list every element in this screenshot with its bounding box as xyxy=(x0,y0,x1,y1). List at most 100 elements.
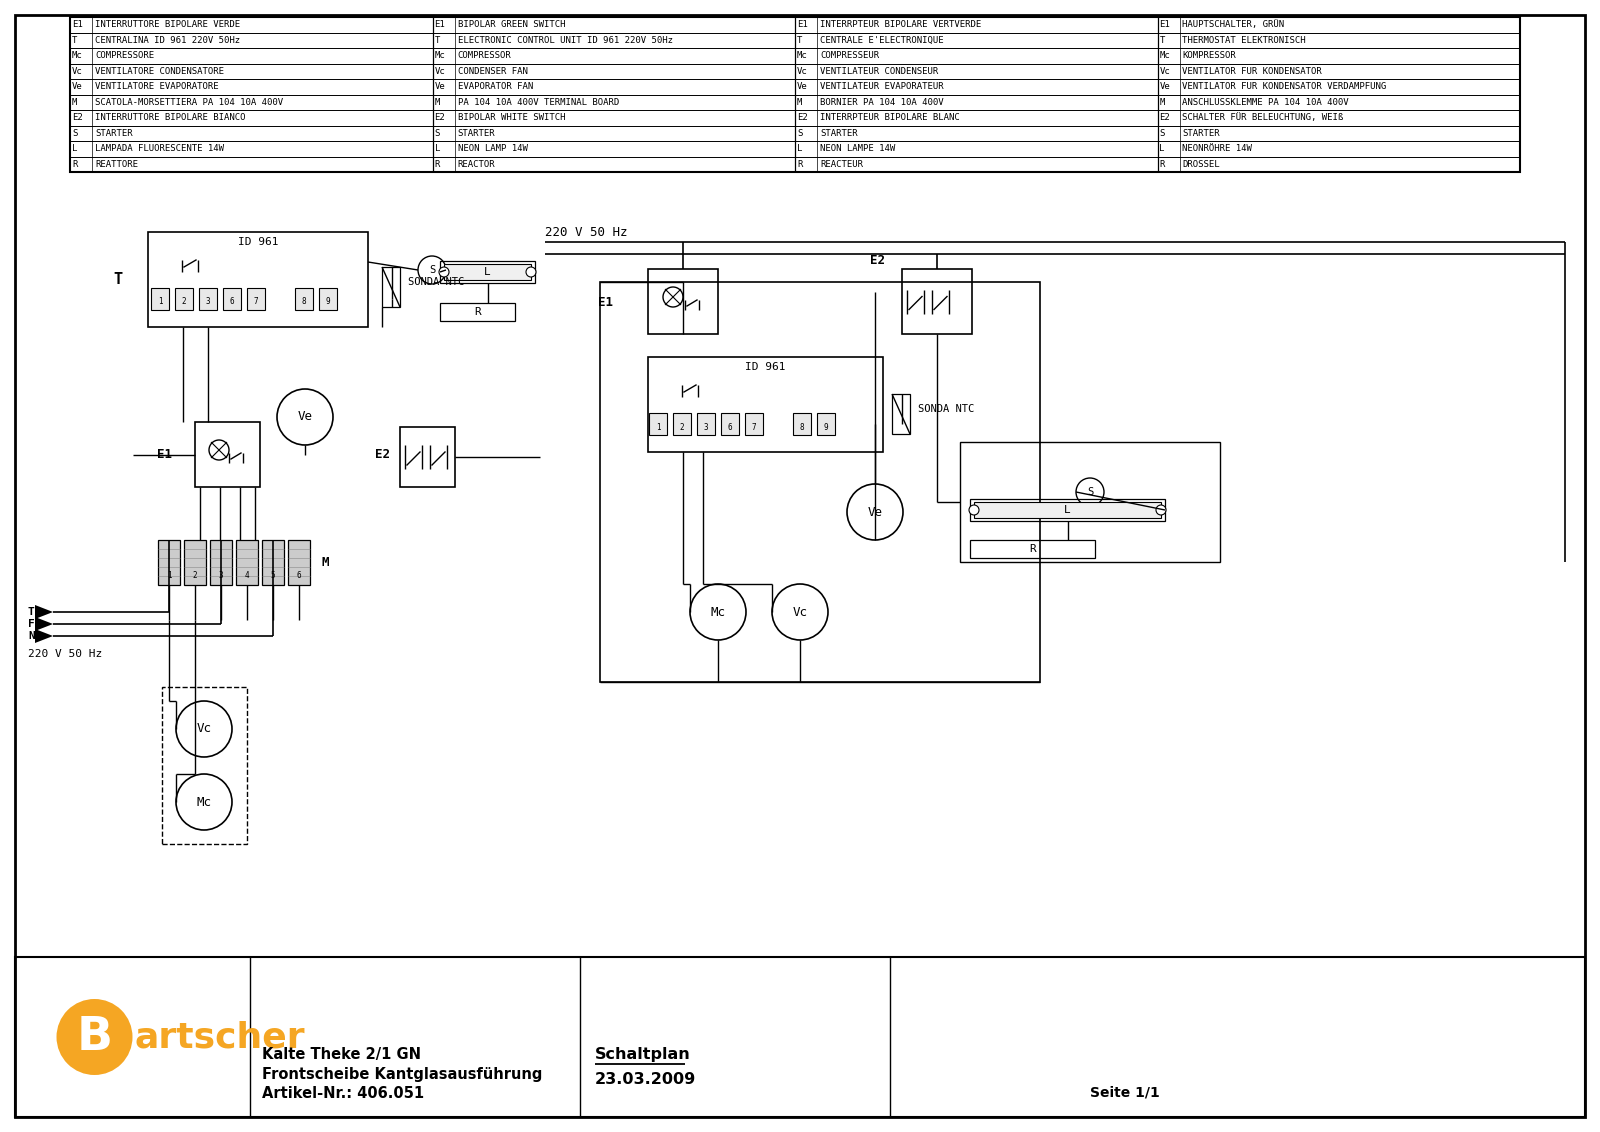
Text: T: T xyxy=(114,273,123,288)
Bar xyxy=(970,499,1165,521)
Text: Schaltplan: Schaltplan xyxy=(595,1047,691,1063)
Text: 7: 7 xyxy=(254,298,258,307)
Text: SCATOLA-MORSETTIERA PA 104 10A 400V: SCATOLA-MORSETTIERA PA 104 10A 400V xyxy=(94,97,283,106)
Text: L: L xyxy=(485,267,491,277)
Text: 7: 7 xyxy=(752,422,757,431)
Bar xyxy=(70,17,1520,172)
Text: STARTER: STARTER xyxy=(458,129,494,138)
Bar xyxy=(237,540,258,584)
Text: R: R xyxy=(474,307,482,317)
Bar xyxy=(246,288,266,310)
Bar xyxy=(650,413,667,435)
Text: Ve: Ve xyxy=(1160,83,1170,92)
Bar xyxy=(318,288,338,310)
Text: LAMPADA FLUORESCENTE 14W: LAMPADA FLUORESCENTE 14W xyxy=(94,144,224,153)
Text: VENTILATOR FUR KONDENSATOR VERDAMPFUNG: VENTILATOR FUR KONDENSATOR VERDAMPFUNG xyxy=(1182,83,1387,92)
Text: N: N xyxy=(29,631,35,641)
Text: SCHALTER FÜR BELEUCHTUNG, WEIß: SCHALTER FÜR BELEUCHTUNG, WEIß xyxy=(1182,113,1344,122)
Text: Mc: Mc xyxy=(1160,51,1170,60)
Text: VENTILATOR FUR KONDENSATOR: VENTILATOR FUR KONDENSATOR xyxy=(1182,67,1322,76)
Bar xyxy=(960,441,1221,561)
Text: 1: 1 xyxy=(656,422,661,431)
Bar xyxy=(382,267,400,307)
Bar xyxy=(14,957,1586,1117)
Text: INTERRUTTORE BIPOLARE VERDE: INTERRUTTORE BIPOLARE VERDE xyxy=(94,20,240,29)
Text: Vc: Vc xyxy=(197,722,211,736)
Text: ID 961: ID 961 xyxy=(238,237,278,247)
Text: R: R xyxy=(1029,544,1035,554)
Text: B: B xyxy=(77,1014,112,1060)
Text: DROSSEL: DROSSEL xyxy=(1182,160,1221,169)
Text: S: S xyxy=(1160,129,1165,138)
Text: 2: 2 xyxy=(192,571,197,580)
Text: L: L xyxy=(72,144,77,153)
Text: CENTRALINA ID 961 220V 50Hz: CENTRALINA ID 961 220V 50Hz xyxy=(94,36,240,45)
Text: KOMPRESSOR: KOMPRESSOR xyxy=(1182,51,1237,60)
Text: 6: 6 xyxy=(728,422,733,431)
Circle shape xyxy=(771,584,829,640)
Text: 5: 5 xyxy=(270,571,275,580)
Text: ELECTRONIC CONTROL UNIT ID 961 220V 50Hz: ELECTRONIC CONTROL UNIT ID 961 220V 50Hz xyxy=(458,36,672,45)
Circle shape xyxy=(176,701,232,757)
Text: 2: 2 xyxy=(182,298,186,307)
Bar xyxy=(722,413,739,435)
Polygon shape xyxy=(35,629,53,643)
Text: COMPRESSOR: COMPRESSOR xyxy=(458,51,512,60)
Text: BIPOLAR GREEN SWITCH: BIPOLAR GREEN SWITCH xyxy=(458,20,565,29)
Text: STARTER: STARTER xyxy=(1182,129,1221,138)
Bar xyxy=(893,394,910,434)
Bar xyxy=(262,540,285,584)
Text: 6: 6 xyxy=(296,571,301,580)
Text: S: S xyxy=(72,129,77,138)
Text: E2: E2 xyxy=(1160,113,1170,122)
Text: THERMOSTAT ELEKTRONISCH: THERMOSTAT ELEKTRONISCH xyxy=(1182,36,1306,45)
Circle shape xyxy=(210,440,229,460)
Text: E2: E2 xyxy=(374,448,390,462)
Text: 3: 3 xyxy=(206,298,210,307)
Text: Frontscheibe Kantglasausführung: Frontscheibe Kantglasausführung xyxy=(262,1066,542,1081)
Text: PA 104 10A 400V TERMINAL BOARD: PA 104 10A 400V TERMINAL BOARD xyxy=(458,97,619,106)
Bar xyxy=(162,687,246,844)
Text: Kalte Theke 2/1 GN: Kalte Theke 2/1 GN xyxy=(262,1047,421,1063)
Text: E1: E1 xyxy=(435,20,445,29)
Text: L: L xyxy=(435,144,440,153)
Text: Mc: Mc xyxy=(197,796,211,808)
Text: Ve: Ve xyxy=(797,83,808,92)
Text: ID 961: ID 961 xyxy=(746,362,786,372)
Bar xyxy=(648,357,883,452)
Bar xyxy=(174,288,194,310)
Text: 4: 4 xyxy=(245,571,250,580)
Bar xyxy=(400,427,454,487)
Text: S: S xyxy=(429,265,435,275)
Text: VENTILATEUR CONDENSEUR: VENTILATEUR CONDENSEUR xyxy=(819,67,938,76)
Bar xyxy=(222,288,242,310)
Text: E2: E2 xyxy=(870,255,885,267)
Text: INTERRUTTORE BIPOLARE BIANCO: INTERRUTTORE BIPOLARE BIANCO xyxy=(94,113,245,122)
Text: E2: E2 xyxy=(435,113,445,122)
Text: M: M xyxy=(322,556,330,568)
Text: R: R xyxy=(1160,160,1165,169)
Bar xyxy=(195,422,259,487)
Bar xyxy=(150,288,170,310)
Text: 1: 1 xyxy=(158,298,162,307)
Text: NEONRÖHRE 14W: NEONRÖHRE 14W xyxy=(1182,144,1253,153)
Text: BIPOLAR WHITE SWITCH: BIPOLAR WHITE SWITCH xyxy=(458,113,565,122)
Text: 2: 2 xyxy=(680,422,685,431)
Bar xyxy=(970,540,1094,558)
Circle shape xyxy=(1155,505,1166,515)
Text: CONDENSER FAN: CONDENSER FAN xyxy=(458,67,528,76)
Circle shape xyxy=(1075,478,1104,506)
Bar xyxy=(147,232,368,327)
Text: E1: E1 xyxy=(157,448,173,462)
Text: Mc: Mc xyxy=(435,51,445,60)
Text: HAUPTSCHALTER, GRÜN: HAUPTSCHALTER, GRÜN xyxy=(1182,20,1285,29)
Text: 9: 9 xyxy=(824,422,829,431)
Bar xyxy=(746,413,763,435)
Text: INTERRPTEUR BIPOLARE VERTVERDE: INTERRPTEUR BIPOLARE VERTVERDE xyxy=(819,20,981,29)
Text: 220 V 50 Hz: 220 V 50 Hz xyxy=(546,225,627,239)
Text: Ve: Ve xyxy=(298,411,312,423)
Text: Mc: Mc xyxy=(72,51,83,60)
Text: 8: 8 xyxy=(800,422,805,431)
Text: artscher: artscher xyxy=(134,1020,306,1054)
Text: R: R xyxy=(72,160,77,169)
